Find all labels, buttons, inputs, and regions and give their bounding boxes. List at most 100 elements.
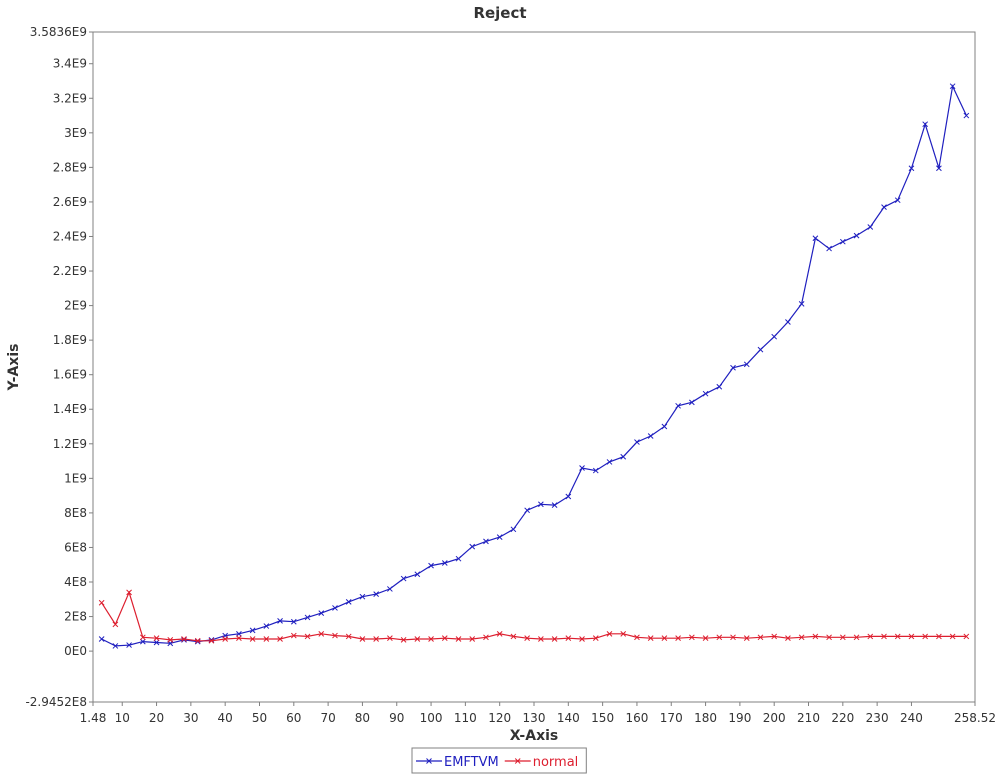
data-point xyxy=(853,634,860,641)
data-point xyxy=(565,493,572,500)
series-line-normal xyxy=(101,590,967,642)
data-point xyxy=(441,635,448,642)
data-point xyxy=(469,543,476,550)
x-tick-label: 240 xyxy=(900,711,923,725)
y-tick-label: 1.2E9 xyxy=(53,437,87,451)
data-point xyxy=(620,453,627,460)
data-point xyxy=(963,112,970,119)
data-point xyxy=(290,618,297,625)
x-tick-label: 60 xyxy=(286,711,301,725)
data-point xyxy=(469,636,476,642)
y-tick-label: 2.8E9 xyxy=(53,160,87,174)
data-point xyxy=(496,630,503,637)
data-point xyxy=(634,634,640,641)
data-point xyxy=(318,610,325,616)
x-tick-label: 120 xyxy=(488,711,511,725)
data-point xyxy=(524,635,530,642)
y-tick-label: 2.6E9 xyxy=(53,195,87,209)
data-point xyxy=(826,245,832,252)
data-point xyxy=(304,633,311,640)
data-point xyxy=(194,637,201,644)
data-point xyxy=(359,593,366,600)
data-point xyxy=(785,635,791,642)
data-point xyxy=(839,634,846,641)
data-point xyxy=(688,634,695,641)
data-point xyxy=(936,165,942,172)
data-point xyxy=(483,538,489,545)
data-point xyxy=(455,555,462,562)
data-point xyxy=(387,586,393,592)
plot-area xyxy=(92,31,976,703)
data-point xyxy=(936,633,942,640)
x-tick-label: 100 xyxy=(420,711,443,725)
data-point xyxy=(181,636,187,642)
x-tick-label: 20 xyxy=(149,711,164,725)
x-axis: 1.48 10 20 30 40 50 60 70 80 90 100 110 120 130 140 150… xyxy=(80,702,996,725)
x-tick-label: 80 xyxy=(355,711,370,725)
x-tick-label: 140 xyxy=(557,711,580,725)
y-tick-label: 1.8E9 xyxy=(53,333,87,347)
data-point xyxy=(826,634,832,641)
data-point xyxy=(455,636,462,642)
data-point xyxy=(345,599,352,605)
data-point xyxy=(496,534,503,540)
data-point xyxy=(771,333,778,340)
data-point xyxy=(263,623,270,629)
data-point xyxy=(400,637,407,643)
data-point xyxy=(798,301,805,307)
data-point xyxy=(949,633,956,640)
y-tick-label: 3.4E9 xyxy=(53,57,87,71)
legend-item-normal: normal xyxy=(504,755,578,770)
data-point xyxy=(922,121,929,128)
legend-marker xyxy=(514,758,521,764)
data-point xyxy=(277,618,283,624)
data-point xyxy=(565,635,572,642)
data-point xyxy=(579,465,585,471)
data-point xyxy=(647,635,654,642)
data-point xyxy=(757,634,764,641)
data-point xyxy=(592,635,599,642)
data-point xyxy=(332,632,338,639)
data-point xyxy=(249,636,256,642)
data-point xyxy=(126,589,132,596)
data-point xyxy=(688,399,695,406)
x-tick-label: 30 xyxy=(183,711,198,725)
data-point xyxy=(743,635,750,642)
y-tick-label: -2.9452E8 xyxy=(25,695,87,709)
data-point xyxy=(373,636,380,642)
data-point xyxy=(606,459,613,465)
x-tick-label: 220 xyxy=(831,711,854,725)
data-point xyxy=(510,526,517,533)
x-tick-label: 160 xyxy=(625,711,648,725)
y-tick-label: 3E9 xyxy=(64,126,87,140)
x-tick-label: 50 xyxy=(252,711,267,725)
data-point xyxy=(304,614,311,621)
data-point xyxy=(881,633,887,640)
x-tick-label: 258.52 xyxy=(954,711,996,725)
legend-marker xyxy=(426,758,432,764)
y-tick-label: 1.4E9 xyxy=(53,402,87,416)
y-tick-label: 1E9 xyxy=(64,471,87,485)
data-point xyxy=(524,507,530,514)
y-tick-label: 3.5836E9 xyxy=(30,25,87,39)
data-point xyxy=(414,636,421,642)
x-axis-title: X-Axis xyxy=(510,728,558,744)
data-point xyxy=(551,502,558,508)
data-point xyxy=(428,636,434,642)
data-point xyxy=(620,630,627,637)
data-point xyxy=(661,423,668,430)
data-point xyxy=(345,633,352,640)
data-point xyxy=(112,643,119,649)
legend: EMFTVM normal xyxy=(411,747,587,774)
legend-label: EMFTVM xyxy=(444,755,499,770)
data-point xyxy=(798,634,805,641)
data-point xyxy=(126,642,132,648)
data-point xyxy=(236,630,242,637)
data-point xyxy=(236,635,242,642)
x-tick-label: 10 xyxy=(115,711,130,725)
data-point xyxy=(647,433,654,439)
data-point xyxy=(881,204,887,210)
series-emftvm xyxy=(98,83,970,649)
data-point xyxy=(181,637,187,643)
data-point xyxy=(606,630,613,637)
